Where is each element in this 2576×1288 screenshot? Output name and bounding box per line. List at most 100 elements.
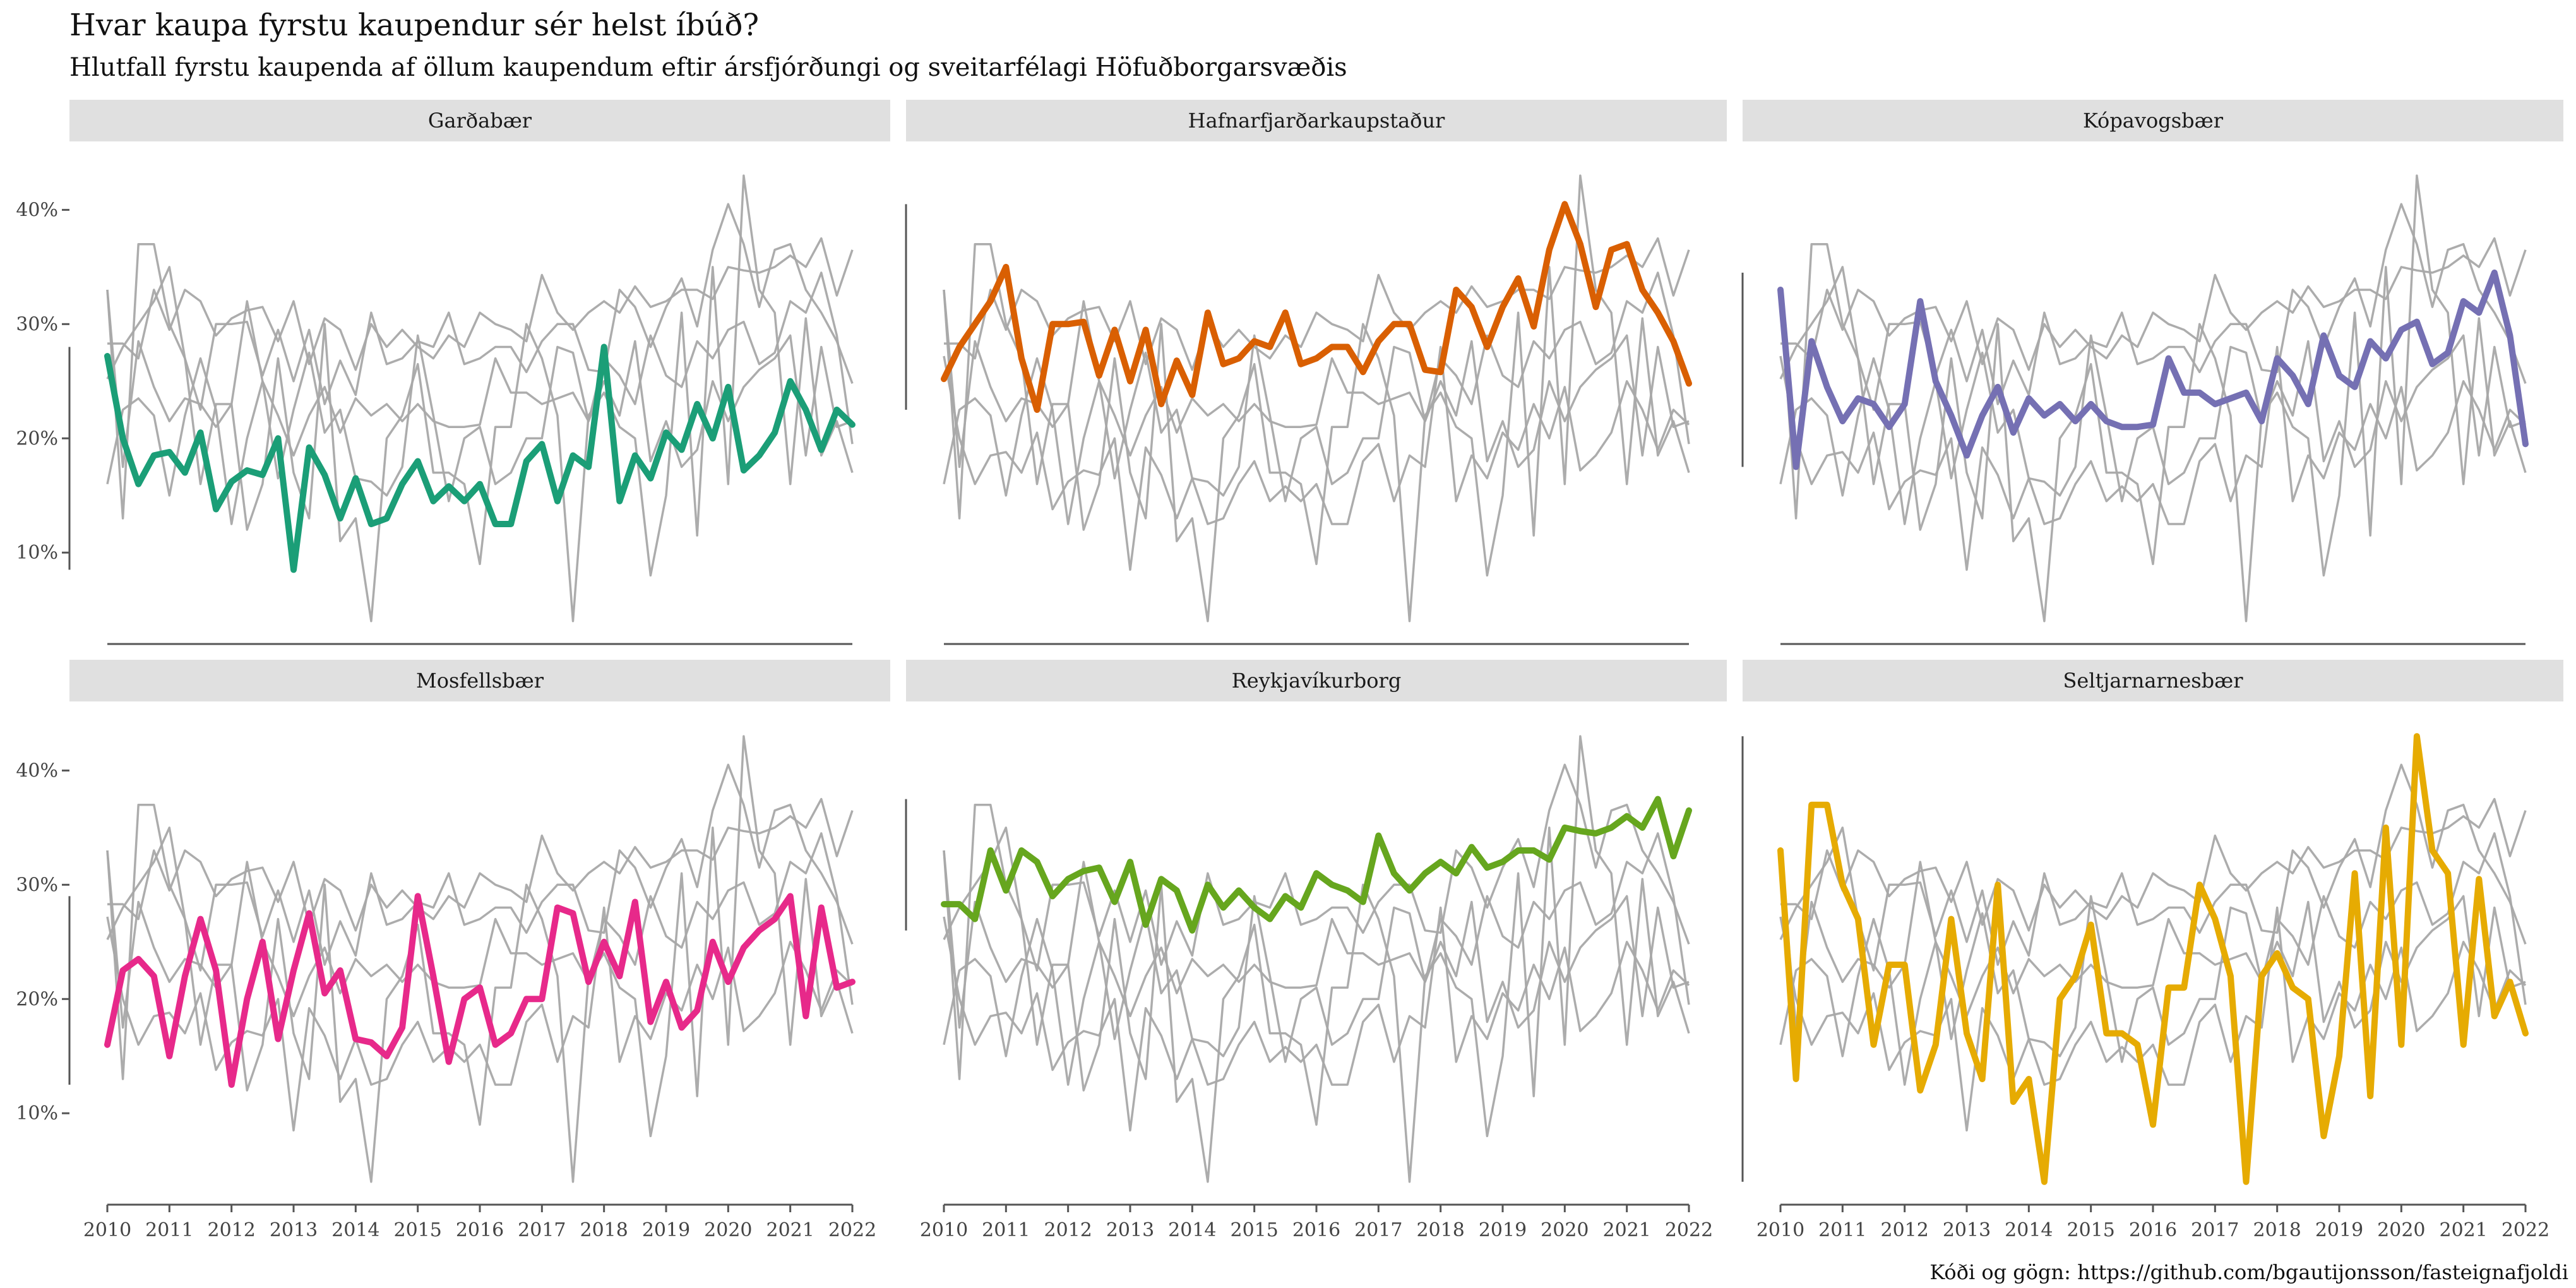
x-tick-label: 2012 [1044, 1219, 1092, 1241]
x-tick-label: 2011 [982, 1219, 1030, 1241]
y-tick-label: 30% [16, 874, 58, 896]
x-tick-label: 2013 [270, 1219, 318, 1241]
background-series-line-reykjavikurborg [107, 237, 854, 371]
background-series-line-reykjavikurborg [107, 797, 854, 932]
facet-strip-label: Reykjavíkurborg [1232, 669, 1402, 693]
background-series-line-gardabaer [1779, 345, 2527, 571]
x-tick-label: 2017 [518, 1219, 566, 1241]
background-series-line-mosfellsbaer [943, 334, 1690, 525]
x-tick-label: 2012 [1880, 1219, 1928, 1241]
chart-subtitle: Hlutfall fyrstu kaupenda af öllum kaupen… [69, 53, 1347, 82]
facet-strip [906, 100, 1727, 141]
background-series-line-seltjarnarnesbaer [943, 735, 1690, 1183]
facet-strip [69, 660, 890, 701]
x-tick-label: 2022 [828, 1219, 876, 1241]
x-tick-label: 2015 [1230, 1219, 1278, 1241]
y-tick-label: 10% [16, 1102, 58, 1124]
facet-strip [1743, 660, 2563, 701]
x-tick-label: 2018 [1416, 1219, 1464, 1241]
x-tick-label: 2014 [2005, 1219, 2053, 1241]
background-series-line-hafnarfjardarkaupstadur [1779, 763, 2527, 972]
y-tick-label: 40% [16, 199, 58, 221]
background-series-line-hafnarfjardarkaupstadur [1779, 203, 2527, 411]
highlight-series-line-kopavogsbaer [1777, 269, 2529, 470]
x-tick-label: 2010 [83, 1219, 131, 1241]
x-tick-label: 2019 [2315, 1219, 2363, 1241]
y-tick-label: 30% [16, 313, 58, 335]
x-tick-label: 2012 [207, 1219, 255, 1241]
highlight-series-line-hafnarfjardarkaupstadur [941, 201, 1692, 413]
facet-panel-mosfellsbaer: Mosfellsbær 10% 20% 30% 40% 2010 2011 2012 2013 2… [16, 660, 890, 1241]
x-tick-label: 2010 [1756, 1219, 1804, 1241]
facet-panel-reykjavikurborg: Reykjavíkurborg 2010 2011 2012 2013 2014 2015 2… [905, 660, 1727, 1241]
facet-strip-label: Hafnarfjarðarkaupstaður [1188, 109, 1445, 133]
facet-strip-label: Mosfellsbær [416, 669, 544, 693]
y-tick-label: 20% [16, 427, 58, 450]
x-tick-label: 2019 [1479, 1219, 1527, 1241]
facet-panel-hafnarfjardarkaupstadur: Hafnarfjarðarkaupstaður [905, 100, 1727, 645]
background-series-line-mosfellsbaer [1779, 334, 2526, 525]
facet-strip [69, 100, 890, 141]
highlight-series-line-gardabaer [104, 343, 856, 573]
x-tick-label: 2014 [331, 1219, 379, 1241]
facet-strip-label: Kópavogsbær [2083, 109, 2224, 133]
x-tick-label: 2020 [2377, 1219, 2425, 1241]
x-tick-label: 2022 [1665, 1219, 1713, 1241]
background-series-line-reykjavikurborg [944, 237, 1690, 371]
highlight-series-line-reykjavikurborg [941, 796, 1692, 934]
facet-panel-gardabaer: Garðabær 10% 20% 30% 40% [16, 100, 890, 645]
x-tick-label: 2018 [580, 1219, 628, 1241]
x-tick-label: 2014 [1168, 1219, 1216, 1241]
background-series-line-seltjarnarnesbaer [1779, 174, 2527, 623]
facet-strip-label: Garðabær [428, 109, 532, 133]
background-series-line-hafnarfjardarkaupstadur [943, 763, 1690, 972]
background-series-line-gardabaer [943, 345, 1690, 571]
x-tick-label: 2011 [145, 1219, 193, 1241]
y-tick-label: 40% [16, 760, 58, 782]
x-tick-label: 2016 [2129, 1219, 2177, 1241]
background-series-line-mosfellsbaer [106, 334, 853, 525]
facet-strip [1743, 100, 2563, 141]
x-tick-label: 2021 [1602, 1219, 1650, 1241]
x-tick-label: 2021 [2439, 1219, 2487, 1241]
x-tick-label: 2016 [456, 1219, 504, 1241]
x-tick-label: 2022 [2501, 1219, 2549, 1241]
y-tick-label: 10% [16, 542, 58, 564]
x-tick-label: 2017 [1354, 1219, 1402, 1241]
facet-panel-kopavogsbaer: Kópavogsbær [1741, 100, 2563, 645]
background-series-line-mosfellsbaer [1779, 895, 2526, 1086]
highlight-series-line-seltjarnarnesbaer [1777, 733, 2529, 1185]
x-tick-label: 2015 [393, 1219, 441, 1241]
background-series-line-seltjarnarnesbaer [106, 174, 854, 623]
chart-title: Hvar kaupa fyrstu kaupendur sér helst íb… [69, 8, 760, 43]
background-series-line-mosfellsbaer [943, 895, 1690, 1086]
x-tick-label: 2019 [642, 1219, 690, 1241]
x-tick-label: 2013 [1106, 1219, 1154, 1241]
y-tick-label: 20% [16, 988, 58, 1010]
x-tick-label: 2020 [704, 1219, 752, 1241]
x-tick-label: 2011 [1818, 1219, 1866, 1241]
x-tick-label: 2016 [1292, 1219, 1340, 1241]
background-series-line-hafnarfjardarkaupstadur [106, 203, 854, 411]
x-tick-label: 2013 [1943, 1219, 1991, 1241]
highlight-series-line-mosfellsbaer [104, 893, 856, 1088]
background-series-line-reykjavikurborg [1780, 237, 2527, 371]
x-tick-label: 2017 [2191, 1219, 2239, 1241]
chart-caption: Kóði og gögn: https://github.com/bgautij… [1929, 1260, 2568, 1284]
x-tick-label: 2020 [1541, 1219, 1589, 1241]
x-tick-label: 2018 [2253, 1219, 2301, 1241]
facet-strip-label: Seltjarnarnesbær [2063, 669, 2243, 693]
background-series-line-gardabaer [106, 906, 854, 1132]
background-series-line-gardabaer [943, 906, 1690, 1132]
x-tick-label: 2015 [2066, 1219, 2114, 1241]
facet-panel-seltjarnarnesbaer: Seltjarnarnesbær 2010 2011 2012 2013 2014 2015… [1741, 660, 2563, 1241]
x-tick-label: 2021 [766, 1219, 814, 1241]
background-series-line-gardabaer [1779, 906, 2527, 1132]
background-series-line-hafnarfjardarkaupstadur [106, 763, 854, 972]
background-series-line-reykjavikurborg [1780, 797, 2527, 932]
facet-strip [906, 660, 1727, 701]
background-series-line-seltjarnarnesbaer [943, 174, 1690, 623]
background-series-line-seltjarnarnesbaer [106, 735, 854, 1183]
x-tick-label: 2010 [920, 1219, 968, 1241]
